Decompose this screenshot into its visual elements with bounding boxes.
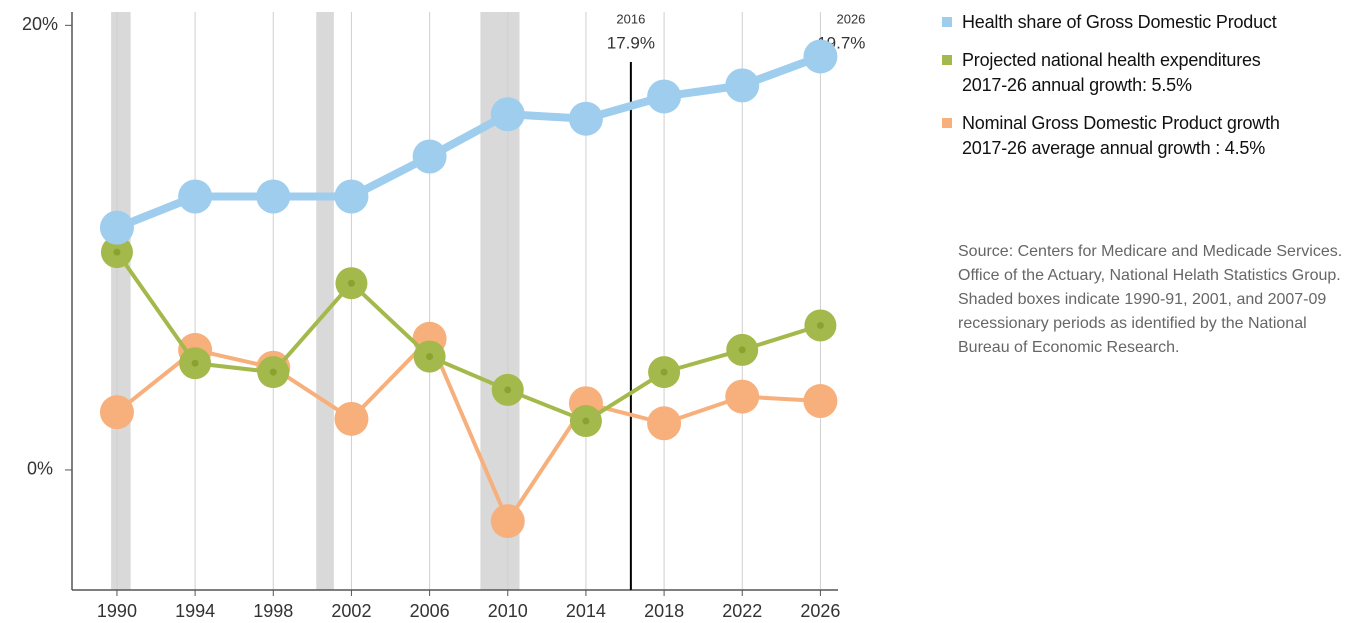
data-point	[803, 39, 838, 74]
legend-item: Projected national health expenditures 2…	[942, 48, 1352, 98]
x-tick-label: 2022	[722, 601, 762, 621]
y-tick-label: 20%	[22, 14, 58, 34]
point-center	[113, 248, 121, 256]
point-center	[504, 386, 512, 394]
x-tick-label: 2002	[331, 601, 371, 621]
point-center	[426, 353, 434, 361]
x-tick-label: 2006	[410, 601, 450, 621]
legend-label: Nominal Gross Domestic Product growth 20…	[962, 113, 1280, 158]
point-center	[191, 359, 199, 367]
legend-swatch	[942, 118, 952, 128]
data-point	[412, 139, 447, 174]
x-tick-label: 2010	[488, 601, 528, 621]
data-point	[647, 79, 682, 114]
y-tick-label: 0%	[27, 459, 53, 479]
data-point	[178, 179, 213, 214]
data-point	[725, 379, 760, 414]
legend-label: Health share of Gross Domestic Product	[962, 12, 1277, 32]
data-point	[725, 68, 760, 103]
data-point	[99, 210, 134, 245]
x-tick-label: 2014	[566, 601, 606, 621]
point-center	[269, 368, 277, 376]
data-point	[99, 395, 134, 430]
point-center	[738, 346, 746, 354]
series-line	[115, 250, 822, 424]
legend-swatch	[942, 17, 952, 27]
annotation-year: 2026	[836, 11, 865, 26]
data-point	[803, 384, 838, 419]
recession-shade	[316, 12, 334, 590]
data-point	[334, 401, 369, 436]
legend-label: Projected national health expenditures 2…	[962, 50, 1261, 95]
data-point	[568, 101, 603, 136]
chart: 1990 1994 1998 2002 2006 2010 2014 2018 2022 2026…	[22, 11, 865, 621]
point-center	[582, 417, 590, 425]
point-center	[347, 279, 355, 287]
source-note: Source: Centers for Medicare and Medicad…	[958, 243, 1343, 356]
legend-item: Health share of Gross Domestic Product	[942, 10, 1352, 35]
x-tick-label: 1994	[175, 601, 215, 621]
x-tick-label: 2018	[644, 601, 684, 621]
legend-swatch	[942, 55, 952, 65]
x-tick-label: 1998	[253, 601, 293, 621]
data-point	[647, 406, 682, 441]
annotation-year: 2016	[616, 11, 645, 26]
legend: Health share of Gross Domestic Product Pr…	[942, 10, 1352, 174]
recession-shade	[111, 12, 131, 590]
data-point	[256, 179, 291, 214]
data-point	[334, 179, 369, 214]
annotation-value: 17.9%	[607, 33, 655, 52]
point-center	[660, 368, 668, 376]
data-point	[490, 97, 525, 132]
x-tick-label: 1990	[97, 601, 137, 621]
series-line	[115, 336, 821, 524]
series-line	[115, 52, 822, 232]
legend-item: Nominal Gross Domestic Product growth 20…	[942, 111, 1352, 161]
point-center	[816, 321, 824, 329]
data-point	[490, 504, 525, 539]
x-tick-label: 2026	[800, 601, 840, 621]
